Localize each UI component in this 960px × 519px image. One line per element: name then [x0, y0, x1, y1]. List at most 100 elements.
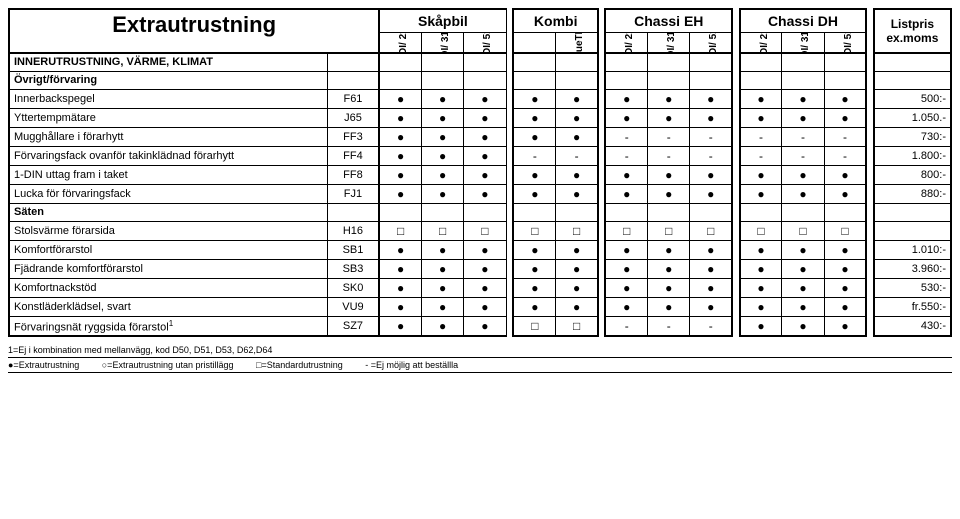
cell: ● [824, 165, 866, 184]
cell: ● [464, 184, 506, 203]
cell: ● [464, 146, 506, 165]
cell: ● [740, 278, 782, 297]
cell: □ [513, 316, 555, 336]
cell: 1.010:- [874, 240, 951, 259]
cell: - [605, 146, 647, 165]
cell: ● [824, 240, 866, 259]
cell [327, 203, 379, 221]
cell: ● [513, 184, 555, 203]
cell: ● [824, 297, 866, 316]
row-label: Lucka för förvaringsfack [9, 184, 327, 203]
cell [690, 203, 732, 221]
cell: ● [379, 108, 421, 127]
cell: ● [782, 259, 824, 278]
cell: ● [782, 316, 824, 336]
cell: 430:- [874, 316, 951, 336]
cell: ● [605, 259, 647, 278]
cell: ● [690, 278, 732, 297]
footnote-1: 1=Ej i kombination med mellanvägg, kod D… [8, 343, 952, 358]
cell: - [690, 316, 732, 336]
variant-header: 210 CDI/213CDI/216CDI/ 219BlueTEC [740, 33, 782, 53]
cell [422, 71, 464, 89]
group-chassi-eh: Chassi EH [605, 9, 732, 33]
variant-header: 510 CDI/513CDI/516CDI/ 519BlueTEC [824, 33, 866, 53]
cell: ● [422, 184, 464, 203]
cell: ● [379, 146, 421, 165]
cell: ● [422, 108, 464, 127]
cell: ● [648, 165, 690, 184]
cell: ● [464, 165, 506, 184]
variant-header: 310CDI/313CDI/316CDI/ 319BlueTEC/316NGT [648, 33, 690, 53]
cell: - [740, 127, 782, 146]
cell: ● [464, 297, 506, 316]
row-label: Innerbackspegel [9, 89, 327, 108]
cell: - [824, 146, 866, 165]
row-label: Komfortförarstol [9, 240, 327, 259]
cell: ● [379, 89, 421, 108]
cell: - [556, 146, 598, 165]
cell: □ [513, 221, 555, 240]
section-label: Säten [9, 203, 327, 221]
cell [824, 53, 866, 71]
cell: ● [556, 184, 598, 203]
cell: - [782, 146, 824, 165]
cell: ● [464, 278, 506, 297]
cell: ● [556, 240, 598, 259]
cell [740, 203, 782, 221]
cell: ● [782, 297, 824, 316]
cell: - [782, 127, 824, 146]
row-label: Förvaringsfack ovanför takinklädnad föra… [9, 146, 327, 165]
cell: ● [422, 146, 464, 165]
cell: □ [690, 221, 732, 240]
cell: SK0 [327, 278, 379, 297]
section-label: INNERUTRUSTNING, VÄRME, KLIMAT [9, 53, 327, 71]
cell: ● [648, 89, 690, 108]
cell: 1.050.- [874, 108, 951, 127]
cell: ● [740, 240, 782, 259]
legend: ●=Extrautrustning ○=Extrautrustning utan… [8, 358, 952, 373]
cell: ● [740, 89, 782, 108]
variant-header: 210 CDI/213CDI/216CDI/ 219BlueTEC [379, 33, 421, 53]
group-kombi: Kombi [513, 9, 597, 33]
cell: □ [782, 221, 824, 240]
cell: ● [690, 184, 732, 203]
section-label: Övrigt/förvaring [9, 71, 327, 89]
cell: ● [422, 165, 464, 184]
cell: 880:- [874, 184, 951, 203]
cell: ● [690, 297, 732, 316]
cell: ● [690, 165, 732, 184]
row-label: Stolsvärme förarsida [9, 221, 327, 240]
cell: ● [422, 316, 464, 336]
price-header: Listpris ex.moms [874, 9, 951, 53]
cell: ● [690, 259, 732, 278]
cell: SB1 [327, 240, 379, 259]
cell: 800:- [874, 165, 951, 184]
cell [648, 71, 690, 89]
cell: ● [556, 297, 598, 316]
cell: ● [648, 278, 690, 297]
cell: ● [422, 89, 464, 108]
cell: ● [422, 240, 464, 259]
cell: ● [556, 278, 598, 297]
cell: ● [513, 278, 555, 297]
cell: ● [379, 127, 421, 146]
cell [556, 203, 598, 221]
row-label: Komfortnackstöd [9, 278, 327, 297]
cell [874, 71, 951, 89]
cell [327, 71, 379, 89]
cell: ● [782, 89, 824, 108]
cell: ● [648, 108, 690, 127]
cell: VU9 [327, 297, 379, 316]
cell [556, 53, 598, 71]
variant-header: 213CDI/216CDI [513, 33, 555, 53]
cell: SB3 [327, 259, 379, 278]
cell: ● [556, 108, 598, 127]
cell: - [824, 127, 866, 146]
cell: ● [605, 278, 647, 297]
cell: □ [556, 221, 598, 240]
cell: ● [464, 259, 506, 278]
cell [379, 71, 421, 89]
variant-header: 310CDI/313CDI/316CDI/ 319BlueTEC/316NGT [782, 33, 824, 53]
cell: ● [556, 165, 598, 184]
footnotes: 1=Ej i kombination med mellanvägg, kod D… [8, 343, 952, 373]
